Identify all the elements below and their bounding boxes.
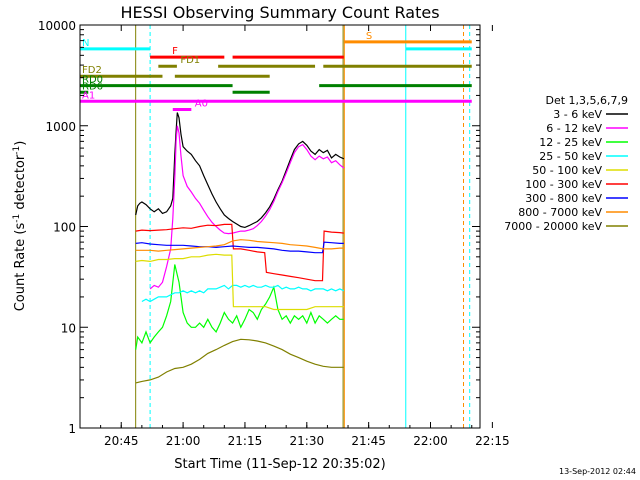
x-tick-label-6: 22:15 [475, 434, 510, 448]
series-line-1 [149, 125, 345, 290]
legend-label-2: 12 - 25 keV [539, 136, 602, 149]
y-tick-label-2: 100 [53, 221, 76, 235]
state-label-rd6: RD6 [82, 81, 103, 92]
legend-label-6: 300 - 800 keV [525, 192, 602, 205]
state-label-a0: A0 [195, 98, 208, 109]
legend-label-4: 50 - 100 keV [532, 164, 602, 177]
series-line-6 [135, 241, 344, 254]
x-tick-label-2: 21:15 [228, 434, 263, 448]
legend-label-1: 6 - 12 keV [546, 122, 602, 135]
footer-timestamp: 13-Sep-2012 02:44 [559, 467, 636, 476]
y-tick-label-1: 10 [61, 321, 76, 335]
y-axis-label: Count Rate (s-1 detector-1) [12, 141, 28, 312]
y-tick-label-0: 1 [68, 422, 76, 436]
x-tick-label-5: 22:00 [413, 434, 448, 448]
legend-label-7: 800 - 7000 keV [518, 206, 602, 219]
state-label-n: N [82, 38, 89, 49]
y-tick-label-4: 10000 [38, 19, 76, 33]
x-axis-label: Start Time (11-Sep-12 20:35:02) [174, 457, 385, 472]
x-tick-label-1: 21:00 [166, 434, 201, 448]
legend-label-5: 100 - 300 keV [525, 178, 602, 191]
x-tick-label-4: 21:45 [351, 434, 386, 448]
x-tick-label-0: 20:45 [104, 434, 139, 448]
state-label-f: F [172, 46, 178, 57]
legend-label-0: 3 - 6 keV [553, 108, 602, 121]
x-tick-label-3: 21:30 [290, 434, 325, 448]
series-line-2 [135, 264, 344, 350]
state-label-rd0: RD0 [82, 75, 103, 86]
chart-title: HESSI Observing Summary Count Rates [120, 3, 439, 22]
series-line-7 [135, 239, 344, 252]
series-line-8 [135, 338, 344, 384]
legend-title: Det 1,3,5,6,7,9 [545, 94, 628, 107]
state-label-a1: A1 [82, 90, 95, 101]
series-line-4 [135, 253, 344, 311]
state-label-s: S [366, 31, 372, 42]
y-tick-label-3: 1000 [45, 120, 76, 134]
series-line-5 [135, 223, 344, 282]
legend-label-8: 7000 - 20000 keV [504, 220, 602, 233]
state-label-fd2: FD2 [82, 65, 102, 76]
legend-label-3: 25 - 50 keV [539, 150, 602, 163]
series-line-3 [141, 284, 345, 303]
series-line-0 [135, 112, 345, 229]
state-label-fd1: FD1 [180, 55, 200, 66]
